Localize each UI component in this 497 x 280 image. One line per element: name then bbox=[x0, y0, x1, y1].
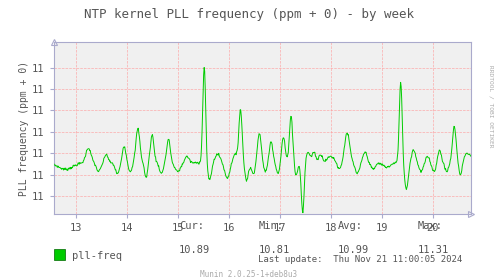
Text: pll-freq: pll-freq bbox=[72, 251, 122, 261]
Text: 10.81: 10.81 bbox=[258, 245, 290, 255]
Text: 10.99: 10.99 bbox=[338, 245, 369, 255]
Text: Cur:: Cur: bbox=[179, 221, 204, 231]
Text: RRDTOOL / TOBI OETIKER: RRDTOOL / TOBI OETIKER bbox=[489, 65, 494, 148]
Text: Last update:  Thu Nov 21 11:00:05 2024: Last update: Thu Nov 21 11:00:05 2024 bbox=[258, 255, 463, 264]
Y-axis label: PLL frequency (ppm + 0): PLL frequency (ppm + 0) bbox=[19, 60, 29, 196]
Text: Munin 2.0.25-1+deb8u3: Munin 2.0.25-1+deb8u3 bbox=[200, 270, 297, 279]
Text: Avg:: Avg: bbox=[338, 221, 363, 231]
Text: 11.31: 11.31 bbox=[417, 245, 449, 255]
Text: 10.89: 10.89 bbox=[179, 245, 210, 255]
Text: NTP kernel PLL frequency (ppm + 0) - by week: NTP kernel PLL frequency (ppm + 0) - by … bbox=[83, 8, 414, 21]
Text: Max:: Max: bbox=[417, 221, 442, 231]
Text: Min:: Min: bbox=[258, 221, 283, 231]
